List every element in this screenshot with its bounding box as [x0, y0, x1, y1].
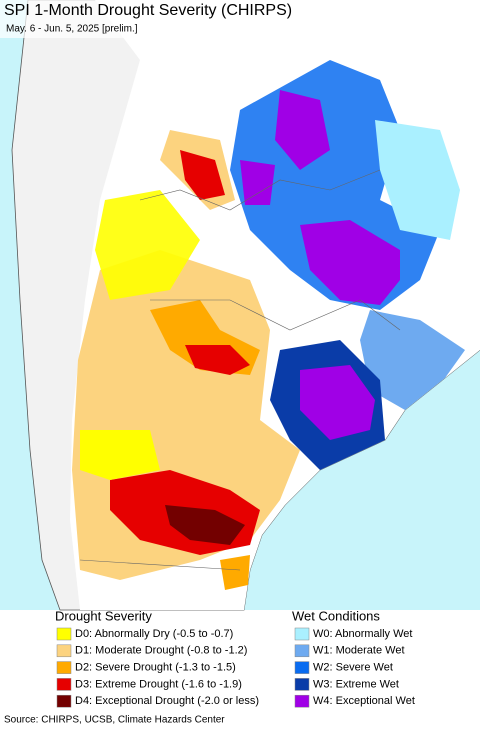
- drought-area: [95, 190, 200, 300]
- legend-label: D4: Exceptional Drought (-2.0 or less): [75, 695, 259, 707]
- drought-area: [220, 555, 250, 590]
- legend-label: W2: Severe Wet: [313, 662, 393, 674]
- map-title: SPI 1-Month Drought Severity (CHIRPS): [4, 2, 292, 19]
- legend-swatch: [56, 627, 72, 641]
- legend-heading: Drought Severity: [55, 608, 152, 623]
- legend: Drought Severity Wet Conditions D0: Abno…: [55, 608, 415, 708]
- drought-area: [180, 150, 225, 200]
- legend-swatch: [294, 678, 310, 691]
- legend-label: W4: Exceptional Wet: [313, 695, 415, 707]
- border: [79, 559, 241, 571]
- legend-label: D0: Abnormally Dry (-0.5 to -0.7): [75, 628, 233, 640]
- legend-swatch: [294, 661, 310, 674]
- legend-label: W3: Extreme Wet: [313, 678, 399, 690]
- legend-swatch: [56, 644, 72, 658]
- legend-swatch: [294, 644, 310, 658]
- legend-swatch: [56, 678, 72, 691]
- legend-swatch: [56, 694, 72, 708]
- legend-swatch: [294, 627, 310, 641]
- drought-area: [165, 505, 245, 545]
- drought-area: [185, 345, 250, 375]
- legend-swatch: [294, 694, 310, 708]
- legend-swatch: [56, 661, 72, 674]
- drought-area: [80, 430, 160, 480]
- legend-label: D3: Extreme Drought (-1.6 to -1.9): [75, 678, 242, 690]
- border: [150, 299, 401, 331]
- wet-area: [240, 160, 275, 205]
- map: SPI 1-Month Drought Severity (CHIRPS) Ma…: [0, 0, 480, 611]
- source: Source: CHIRPS, UCSB, Climate Hazards Ce…: [4, 715, 225, 726]
- border: [139, 169, 381, 211]
- wet-area: [375, 120, 460, 240]
- map-subtitle: May. 6 - Jun. 5, 2025 [prelim.]: [6, 24, 138, 35]
- wet-area: [300, 220, 400, 305]
- legend-label: D2: Severe Drought (-1.3 to -1.5): [75, 662, 236, 674]
- legend-label: D1: Moderate Drought (-0.8 to -1.2): [75, 645, 247, 657]
- wet-area: [300, 365, 375, 440]
- wet-area: [275, 90, 330, 170]
- legend-label: W1: Moderate Wet: [313, 645, 405, 657]
- wet-area: [360, 310, 465, 410]
- title-backdrop: [0, 0, 200, 38]
- legend-label: W0: Abnormally Wet: [313, 628, 412, 640]
- legend-heading: Wet Conditions: [292, 608, 380, 623]
